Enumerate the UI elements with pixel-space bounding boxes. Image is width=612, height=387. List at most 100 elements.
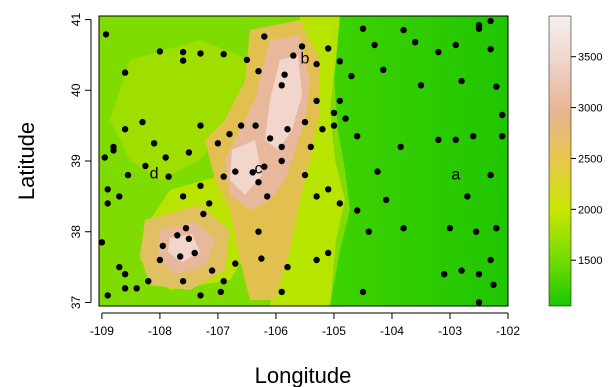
colorbar-tick-label: 2500 bbox=[578, 153, 602, 165]
station-point bbox=[139, 118, 146, 126]
station-point bbox=[281, 71, 288, 78]
station-point bbox=[185, 235, 193, 242]
station-point bbox=[330, 122, 338, 129]
station-point bbox=[261, 163, 268, 170]
station-point bbox=[197, 292, 204, 299]
station-point bbox=[441, 271, 448, 278]
station-point bbox=[307, 143, 314, 151]
colorbar-gradient bbox=[548, 15, 572, 307]
station-point bbox=[252, 122, 259, 129]
station-point bbox=[121, 285, 129, 292]
station-point bbox=[487, 46, 494, 53]
station-point bbox=[278, 157, 285, 165]
station-point bbox=[348, 72, 355, 80]
y-axis: 37 38 39 40 41 bbox=[69, 13, 92, 309]
station-point bbox=[226, 130, 233, 138]
station-point bbox=[475, 271, 483, 278]
station-point bbox=[104, 200, 111, 207]
station-point bbox=[435, 48, 442, 56]
colorbar-tick-label: 3000 bbox=[578, 103, 602, 115]
station-point bbox=[487, 171, 494, 179]
station-point bbox=[371, 41, 378, 49]
station-point bbox=[475, 22, 483, 29]
station-point bbox=[452, 41, 459, 49]
station-point bbox=[313, 256, 320, 264]
station-point bbox=[487, 256, 494, 264]
x-tick-label: -102 bbox=[496, 324, 520, 338]
station-point bbox=[208, 267, 216, 274]
station-point bbox=[220, 51, 227, 58]
station-point bbox=[458, 267, 465, 274]
y-tick-label: 39 bbox=[69, 154, 83, 168]
station-point bbox=[325, 45, 332, 52]
station-point bbox=[264, 193, 271, 200]
station-point bbox=[452, 136, 459, 143]
station-point bbox=[249, 169, 256, 176]
station-point bbox=[206, 200, 213, 207]
y-tick-label: 41 bbox=[69, 13, 83, 27]
station-point bbox=[185, 149, 193, 156]
station-point bbox=[336, 58, 343, 65]
station-point bbox=[116, 193, 123, 200]
colorbar-tick-label: 2000 bbox=[578, 204, 602, 216]
station-point bbox=[397, 143, 404, 151]
station-point bbox=[179, 48, 187, 56]
station-point bbox=[232, 168, 239, 175]
station-point bbox=[104, 186, 111, 193]
station-point bbox=[179, 57, 187, 64]
station-point bbox=[116, 263, 123, 271]
station-point bbox=[354, 133, 361, 140]
station-point bbox=[217, 288, 224, 296]
station-point bbox=[255, 179, 262, 186]
station-point bbox=[330, 109, 338, 117]
station-point bbox=[342, 115, 349, 122]
station-point bbox=[365, 228, 372, 235]
y-axis-title: Latitude bbox=[14, 122, 39, 200]
station-point bbox=[220, 173, 227, 180]
station-point bbox=[313, 193, 320, 200]
station-point bbox=[191, 249, 198, 257]
station-point bbox=[182, 225, 190, 232]
annotation-label-d: d bbox=[150, 166, 159, 183]
station-point bbox=[319, 126, 326, 133]
station-point bbox=[470, 133, 477, 140]
station-point bbox=[110, 143, 117, 151]
station-point bbox=[400, 225, 407, 232]
y-tick-label: 40 bbox=[69, 83, 83, 97]
station-point bbox=[412, 39, 419, 46]
station-point bbox=[159, 242, 166, 250]
station-point bbox=[374, 168, 381, 175]
colorbar-ticks: 1500 2000 2500 3000 3500 bbox=[571, 52, 602, 267]
station-point bbox=[133, 285, 140, 292]
station-point bbox=[284, 126, 291, 133]
station-point bbox=[359, 25, 367, 32]
station-point bbox=[380, 66, 387, 74]
station-point bbox=[142, 162, 149, 170]
station-point bbox=[165, 173, 172, 180]
x-tick-label: -105 bbox=[322, 324, 346, 338]
station-point bbox=[197, 122, 204, 129]
station-point bbox=[255, 68, 262, 75]
station-point bbox=[475, 299, 483, 306]
station-point bbox=[266, 135, 274, 142]
station-point bbox=[121, 271, 129, 278]
station-point bbox=[284, 263, 291, 271]
colorbar-tick-label: 3500 bbox=[578, 52, 602, 64]
station-point bbox=[243, 56, 251, 64]
station-point bbox=[464, 193, 471, 200]
station-point bbox=[102, 31, 110, 38]
station-point bbox=[301, 171, 309, 179]
station-point bbox=[261, 33, 268, 40]
station-point bbox=[179, 278, 187, 285]
station-point bbox=[200, 210, 207, 218]
station-point bbox=[313, 97, 320, 105]
x-tick-label: -106 bbox=[264, 324, 288, 338]
station-point bbox=[197, 50, 204, 57]
station-point bbox=[278, 82, 285, 89]
station-point bbox=[325, 186, 332, 193]
station-point bbox=[472, 228, 480, 235]
station-point bbox=[290, 52, 297, 59]
station-point bbox=[446, 225, 454, 232]
station-point bbox=[220, 278, 227, 285]
station-point bbox=[121, 126, 129, 133]
